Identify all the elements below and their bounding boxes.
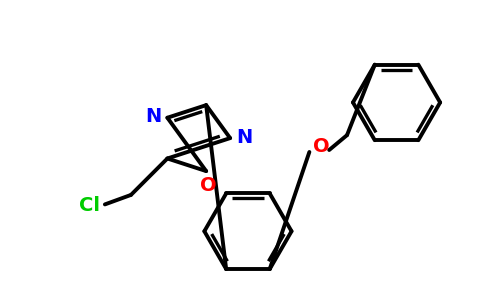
Text: N: N (145, 107, 162, 126)
Text: O: O (313, 136, 330, 155)
Text: Cl: Cl (78, 196, 100, 215)
Text: N: N (236, 128, 252, 147)
Text: O: O (200, 176, 216, 196)
